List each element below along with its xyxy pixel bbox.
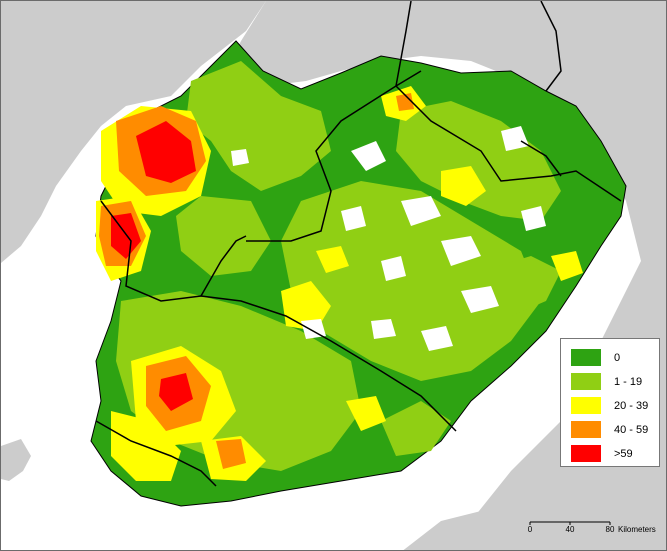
scale-bar: 0 40 80 Kilometers [526, 521, 666, 549]
legend-item: >59 [571, 445, 633, 462]
map-legend: 0 1 - 19 20 - 39 40 - 59 >59 [560, 338, 660, 467]
land-north-east [231, 1, 666, 550]
land-aland [1, 439, 31, 481]
legend-label: >59 [614, 447, 633, 460]
legend-swatch [571, 445, 601, 462]
legend-label: 20 - 39 [614, 399, 649, 412]
region-boundaries [95, 1, 622, 487]
legend-label: 0 [614, 351, 621, 364]
land-estonia [403, 501, 666, 550]
legend-swatch [571, 397, 601, 414]
legend-label: 1 - 19 [614, 375, 643, 388]
legend-item: 0 [571, 349, 620, 366]
legend-item: 1 - 19 [571, 373, 642, 390]
land-sweden [1, 1, 266, 263]
scale-tick-label: 80 [605, 525, 615, 534]
scale-tick-label: 0 [527, 525, 533, 534]
legend-swatch [571, 373, 601, 390]
scale-unit-label: Kilometers [618, 525, 656, 534]
legend-item: 40 - 59 [571, 421, 648, 438]
scale-bar-graphic [529, 521, 611, 525]
scale-tick-label: 40 [565, 525, 575, 534]
lakes [231, 126, 546, 351]
legend-swatch [571, 421, 601, 438]
legend-swatch [571, 349, 601, 366]
legend-item: 20 - 39 [571, 397, 648, 414]
legend-label: 40 - 59 [614, 423, 649, 436]
